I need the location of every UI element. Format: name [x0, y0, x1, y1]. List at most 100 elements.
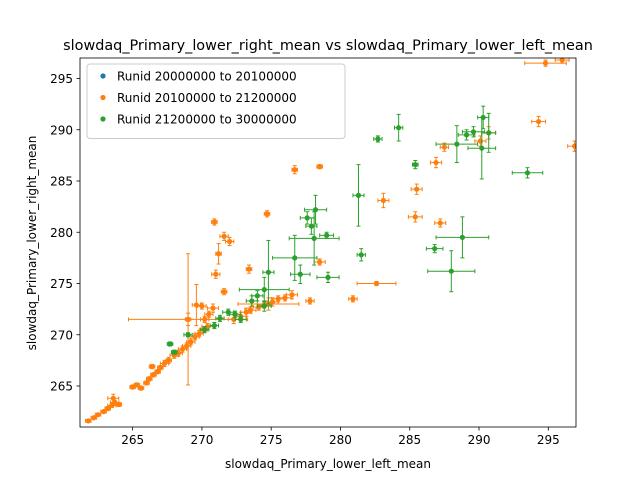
data-point: [196, 331, 202, 337]
data-point: [317, 259, 323, 265]
data-point: [311, 235, 317, 241]
data-point: [105, 405, 111, 412]
axes: 265 270 275 280 285 290 295 265 270 275 280 285 290 2…: [50, 57, 577, 447]
data-point: [254, 293, 260, 299]
series-1: [85, 58, 576, 424]
data-point: [116, 401, 122, 408]
data-point: [432, 246, 438, 252]
data-point: [412, 162, 418, 168]
data-point: [292, 167, 298, 173]
data-point: [211, 219, 217, 225]
chart-title: slowdaq_Primary_lower_right_mean vs slow…: [63, 38, 593, 54]
legend-marker: [100, 116, 106, 122]
data-point: [470, 129, 477, 135]
y-tick-label: 265: [50, 380, 73, 394]
y-axis-label: slowdaq_Primary_lower_right_mean: [25, 136, 39, 351]
error-bar: [256, 300, 272, 312]
legend-marker: [100, 94, 106, 101]
data-point: [206, 311, 212, 317]
data-point: [166, 357, 172, 363]
data-point: [535, 118, 542, 125]
data-point: [192, 334, 198, 340]
data-point: [261, 287, 267, 293]
x-tick-label: 275: [260, 433, 283, 447]
x-tick-label: 265: [121, 433, 144, 447]
legend-box: [86, 63, 346, 139]
data-point: [433, 159, 439, 166]
data-point: [448, 268, 454, 274]
data-point: [317, 164, 323, 170]
data-point: [480, 114, 486, 121]
data-point: [210, 305, 216, 311]
x-tick-label: 290: [468, 433, 491, 447]
data-point: [146, 376, 152, 382]
data-point: [138, 385, 144, 391]
data-point: [375, 136, 381, 142]
data-point: [261, 303, 267, 309]
data-point: [304, 215, 310, 221]
data-point: [185, 332, 191, 338]
data-point: [358, 252, 364, 258]
y-tick-label: 295: [50, 72, 73, 86]
data-point: [524, 170, 531, 176]
data-point: [217, 315, 223, 321]
data-point: [167, 341, 173, 347]
x-tick-label: 280: [329, 433, 352, 447]
data-point: [437, 220, 443, 226]
y-tick-label: 290: [50, 123, 73, 137]
data-point: [232, 311, 238, 317]
legend-marker: [100, 73, 106, 79]
data-point: [247, 307, 254, 313]
x-axis-label: slowdaq_Primary_lower_left_mean: [225, 457, 431, 471]
legend: Runid 20000000 to 20100000 Runid 20100000…: [86, 63, 346, 139]
plot-area: [85, 58, 576, 424]
data-point: [202, 327, 208, 333]
y-tick-label: 285: [50, 175, 73, 189]
y-tick-label: 270: [50, 328, 73, 342]
data-point: [249, 298, 255, 304]
x-tick-label: 285: [398, 433, 421, 447]
data-point: [227, 238, 233, 245]
data-point: [559, 58, 565, 63]
y-tick-label: 275: [50, 277, 73, 291]
data-point: [179, 346, 186, 352]
x-tick-label: 295: [537, 433, 560, 447]
data-point: [308, 223, 314, 229]
data-point: [238, 316, 244, 322]
data-point: [324, 232, 330, 238]
data-point: [95, 412, 101, 418]
data-point: [265, 269, 272, 275]
data-point: [85, 418, 91, 424]
legend-label: Runid 20000000 to 20100000: [117, 70, 297, 84]
data-point: [479, 145, 485, 151]
data-point: [171, 349, 177, 355]
data-point: [149, 363, 155, 370]
data-point: [350, 296, 356, 302]
data-point: [188, 339, 194, 345]
data-point: [459, 234, 465, 240]
data-point: [325, 274, 331, 280]
legend-label: Runid 21200000 to 30000000: [117, 113, 297, 127]
data-point: [215, 251, 222, 257]
data-point: [264, 211, 270, 217]
data-point: [297, 271, 303, 277]
data-point: [542, 60, 549, 66]
data-point: [157, 364, 163, 371]
error-bar: [531, 115, 547, 128]
data-point: [154, 369, 161, 375]
data-point: [441, 144, 447, 150]
data-point: [312, 207, 319, 213]
data-point: [221, 289, 227, 295]
data-point: [454, 141, 460, 147]
data-point: [221, 233, 227, 239]
data-point: [373, 280, 380, 287]
data-point: [292, 255, 298, 261]
data-point: [193, 302, 199, 308]
data-point: [572, 143, 576, 149]
data-point: [355, 192, 362, 198]
data-point: [211, 322, 217, 329]
data-point: [289, 292, 295, 298]
data-point: [380, 197, 387, 204]
